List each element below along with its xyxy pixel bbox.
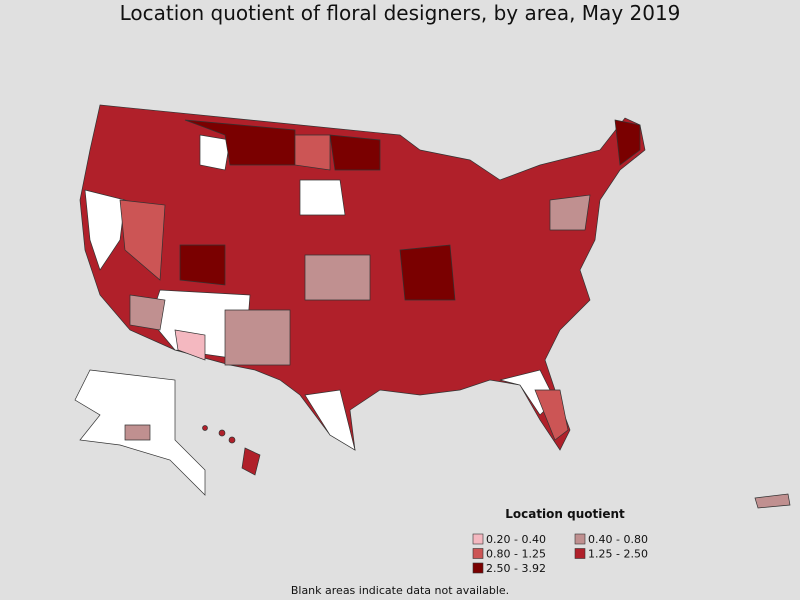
hawaii [202, 425, 208, 431]
hawaii [228, 436, 236, 444]
legend-swatch [472, 548, 484, 559]
legend-label: 0.20 - 0.40 [486, 533, 546, 546]
region [184, 119, 296, 166]
title: Location quotient of floral designers, b… [120, 1, 681, 25]
region [119, 199, 166, 281]
legend-swatch [574, 533, 586, 545]
puerto-rico [754, 493, 791, 509]
map [74, 104, 791, 509]
region [329, 134, 381, 171]
region [534, 389, 569, 441]
blank-area [199, 134, 231, 171]
blank-area [84, 189, 126, 271]
region [224, 309, 291, 366]
region [129, 294, 166, 331]
region [174, 329, 206, 361]
hawaii [218, 429, 226, 437]
footnote: Blank areas indicate data not available. [291, 584, 509, 597]
blank-area [299, 179, 346, 216]
hawaii [241, 447, 261, 476]
legend-swatch [472, 533, 484, 545]
region [614, 119, 641, 166]
legend-label: 1.25 - 2.50 [588, 548, 648, 561]
legend-label: 0.40 - 0.80 [588, 533, 648, 546]
region [304, 254, 371, 301]
region [124, 424, 151, 441]
legend-swatch [472, 562, 484, 574]
legend-title: Location quotient [505, 507, 625, 521]
blank-area [304, 389, 356, 451]
legend-swatch [574, 548, 586, 559]
legend: 0.20 - 0.40 0.40 - 0.80 0.80 - 1.25 1.25 - … [472, 533, 648, 575]
legend-label: 0.80 - 1.25 [486, 548, 546, 561]
legend-label: 2.50 - 3.92 [486, 562, 546, 575]
region [549, 194, 591, 231]
region [294, 134, 331, 171]
region [399, 244, 456, 301]
region [179, 244, 226, 286]
